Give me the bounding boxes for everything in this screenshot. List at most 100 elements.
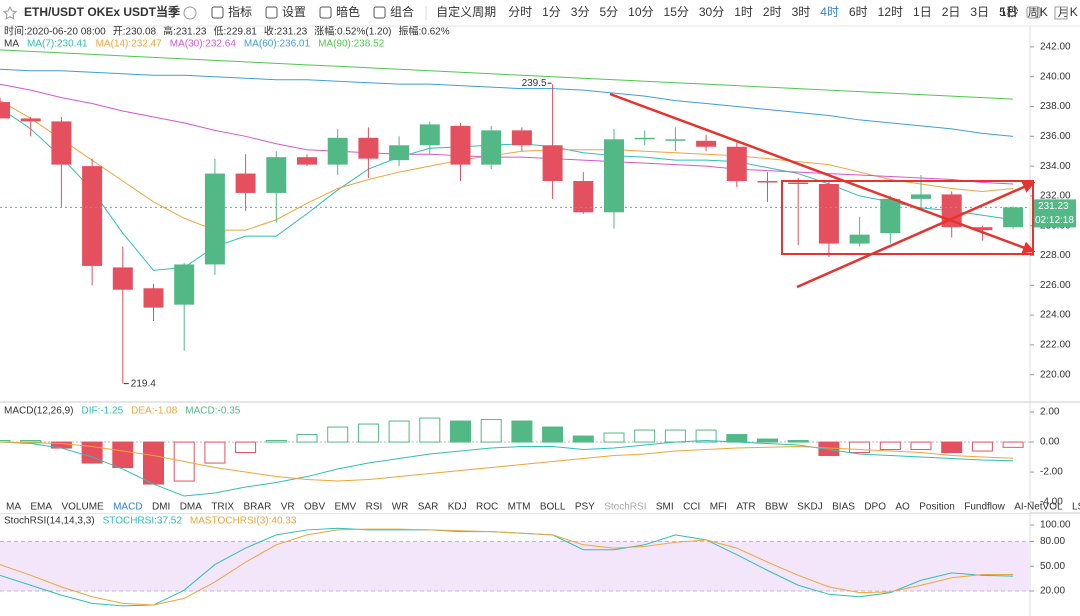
- period-button[interactable]: 4时: [820, 5, 839, 19]
- tool-icon[interactable]: [373, 6, 386, 19]
- indicator-tab[interactable]: TRIX: [211, 502, 234, 513]
- indicator-tab[interactable]: CCI: [683, 502, 700, 513]
- period-button[interactable]: 30分: [699, 5, 724, 19]
- candle-body: [235, 173, 256, 193]
- y-tick-label: 0.00: [1040, 437, 1060, 448]
- countdown: 02:12:18: [1035, 215, 1074, 226]
- candle-body: [788, 182, 809, 184]
- custom-period[interactable]: 自定义周期: [436, 4, 496, 19]
- indicator-tab[interactable]: VR: [281, 502, 295, 513]
- indicator-title: MACD(12,26,9): [4, 406, 73, 417]
- legend-entry: MA(7):230.41: [27, 39, 88, 50]
- legend-entry: MA(90):238.52: [318, 39, 385, 50]
- macd-bar: [419, 417, 441, 443]
- camera-icon[interactable]: [1026, 6, 1041, 19]
- low-label: 219.4: [131, 378, 156, 389]
- indicator-tab[interactable]: KDJ: [448, 502, 467, 513]
- symbol[interactable]: ETH/USDT OKEx USDT当季: [24, 4, 181, 19]
- period-button[interactable]: 1时: [734, 5, 753, 19]
- indicator-tab[interactable]: RSI: [366, 502, 383, 513]
- macd-bar: [357, 423, 379, 443]
- indicator-tab[interactable]: OBV: [304, 502, 325, 513]
- tool-icon[interactable]: [265, 6, 278, 19]
- period-button[interactable]: 6时: [849, 5, 868, 19]
- period-button[interactable]: 2时: [763, 5, 782, 19]
- indicator-tab[interactable]: SAR: [418, 502, 439, 513]
- tool-button[interactable]: 组合: [390, 4, 414, 19]
- macd-bar: [787, 440, 809, 443]
- red-arrow: [609, 92, 1036, 254]
- tool-button[interactable]: 暗色: [336, 4, 360, 19]
- period-button[interactable]: 5分: [599, 5, 618, 19]
- tool-icon[interactable]: [211, 6, 224, 19]
- indicator-tab[interactable]: PSY: [575, 502, 595, 513]
- candle-body: [573, 181, 594, 213]
- indicator-tab[interactable]: SMI: [656, 502, 674, 513]
- macd-bar: [327, 426, 349, 443]
- candle-body: [51, 121, 72, 165]
- y-tick-label: 220.00: [1040, 369, 1071, 380]
- period-button[interactable]: 5日: [999, 5, 1018, 19]
- indicator-tab[interactable]: DMI: [152, 502, 170, 513]
- indicator-tab[interactable]: Fundflow: [964, 502, 1005, 513]
- macd-bar: [941, 441, 963, 454]
- favorite-icon[interactable]: [2, 5, 18, 20]
- indicator-tab[interactable]: DMA: [180, 502, 203, 513]
- period-button[interactable]: 3分: [571, 5, 590, 19]
- fullscreen-icon[interactable]: [1054, 6, 1068, 20]
- y-tick-label: 224.00: [1040, 310, 1071, 321]
- indicator-tab[interactable]: LSUR: [1072, 502, 1080, 513]
- period-button[interactable]: 周K: [1028, 5, 1048, 19]
- ohlc-info: 收:231.23: [264, 25, 308, 38]
- candle-body: [1003, 207, 1024, 228]
- y-tick-label: 2.00: [1040, 407, 1060, 418]
- indicator-tab[interactable]: MACD: [113, 502, 142, 513]
- ohlc-info: 高:231.23: [163, 25, 207, 38]
- indicator-tab[interactable]: MTM: [508, 502, 531, 513]
- indicator-tab[interactable]: ATR: [736, 502, 755, 513]
- indicator-tab[interactable]: MFI: [710, 502, 727, 513]
- indicator-tab[interactable]: BOLL: [540, 502, 566, 513]
- candle-body: [204, 173, 225, 265]
- period-button[interactable]: 月K: [1058, 5, 1078, 19]
- indicator-tab[interactable]: BBW: [765, 502, 788, 513]
- period-button[interactable]: 1日: [913, 5, 932, 19]
- indicator-tab[interactable]: DPO: [864, 502, 886, 513]
- period-button[interactable]: 15分: [664, 5, 689, 19]
- tool-icon[interactable]: [319, 6, 332, 19]
- macd-bar: [757, 438, 778, 443]
- tool-button[interactable]: 设置: [282, 5, 306, 19]
- tool-button[interactable]: 指标: [228, 4, 252, 19]
- search-icon[interactable]: [183, 6, 197, 20]
- period-button[interactable]: 12时: [878, 5, 903, 19]
- indicator-tab[interactable]: StochRSI: [604, 502, 646, 513]
- period-button[interactable]: 2日: [942, 5, 961, 19]
- refresh-rate[interactable]: 1秒: [1000, 5, 1019, 19]
- indicator-tab[interactable]: BRAR: [244, 502, 272, 513]
- indicator-tab[interactable]: Position: [919, 502, 955, 513]
- indicator-tab[interactable]: EMA: [30, 502, 52, 513]
- candle-body: [82, 166, 103, 266]
- indicator-tab[interactable]: WR: [392, 502, 409, 513]
- indicator-tab[interactable]: MA: [6, 502, 21, 513]
- indicator-tab[interactable]: AI-NetVOL: [1014, 502, 1063, 513]
- indicator-tab[interactable]: EMV: [335, 502, 357, 513]
- red-arrow: [796, 181, 1036, 289]
- indicator-tab[interactable]: VOLUME: [61, 502, 104, 513]
- indicator-tab[interactable]: AO: [895, 502, 910, 513]
- candle-body: [266, 157, 287, 193]
- indicator-tab[interactable]: ROC: [476, 502, 498, 513]
- candle-body: [0, 102, 10, 119]
- high-label: 239.5: [522, 78, 547, 89]
- y-tick-label: 80.00: [1040, 536, 1065, 547]
- indicator-tab[interactable]: BIAS: [832, 502, 855, 513]
- period-button[interactable]: 分时: [508, 5, 532, 19]
- macd-bar: [112, 441, 134, 469]
- period-button[interactable]: 10分: [628, 5, 653, 19]
- period-button[interactable]: 1分: [542, 5, 561, 19]
- candle-body: [757, 181, 778, 183]
- period-button[interactable]: 3日: [970, 5, 989, 19]
- indicator-tab[interactable]: SKDJ: [797, 502, 823, 513]
- macd-bar: [664, 429, 686, 443]
- period-button[interactable]: 3时: [792, 5, 811, 19]
